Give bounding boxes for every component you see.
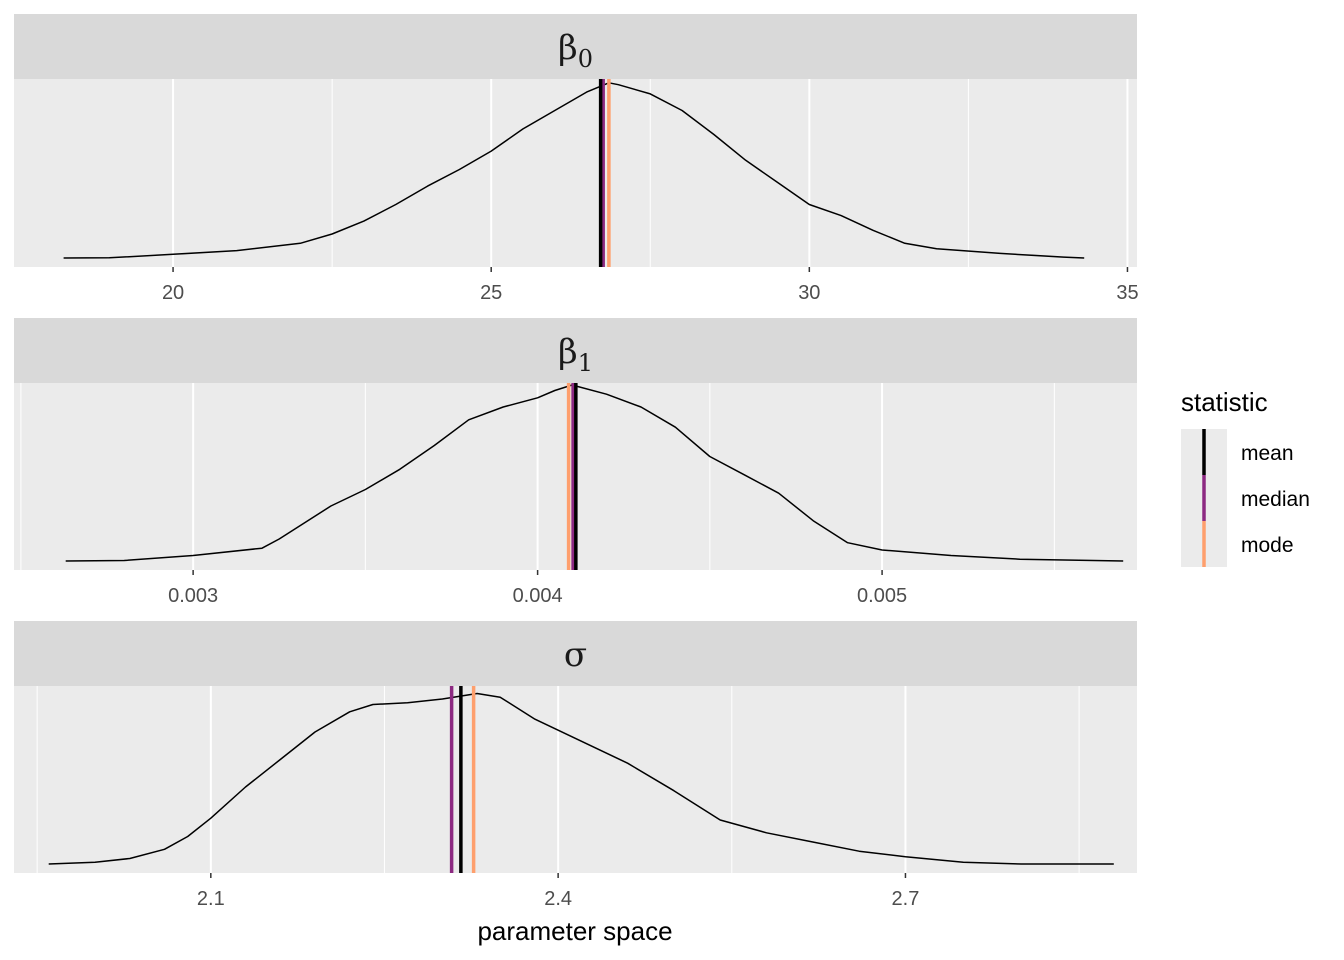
facet-panel-0: β0 20 25 30 35 [14,14,1139,304]
x-tick-label: 20 [162,282,184,304]
facet-strip-label: σ [564,635,587,675]
facet-panels: β0 20 25 30 35 β1 0.003 0.004 0.005 σ 2.1 2.4 2.7 [14,14,1139,910]
x-tick-label: 0.005 [857,585,907,607]
x-tick-label: 0.003 [168,585,218,607]
x-tick-label: 2.4 [544,888,572,910]
panel-background [14,79,1137,267]
legend-label: median [1241,488,1310,511]
facet-panel-1: β1 0.003 0.004 0.005 [14,318,1137,607]
legend-item-mode: mode [1181,521,1294,567]
facet-strip-label: β0 [558,28,593,73]
facet-panel-2: σ 2.1 2.4 2.7 [14,621,1137,910]
facet-strip [14,14,1137,79]
panel-background [14,686,1137,873]
legend-label: mode [1241,534,1294,557]
facet-strip-label: β1 [558,332,593,377]
legend-keys: mean median mode [1181,429,1310,567]
legend-title: statistic [1181,387,1268,417]
density-curve [65,384,1124,562]
legend-label: mean [1241,442,1294,465]
x-axis-title: parameter space [477,916,672,946]
density-curve [48,692,1114,865]
x-tick-label: 25 [480,282,502,304]
legend: statistic mean median mode [1181,387,1310,567]
legend-item-mean: mean [1181,429,1294,475]
x-tick-label: 0.004 [513,585,563,607]
x-tick-label: 30 [798,282,820,304]
facet-strip [14,621,1137,686]
legend-item-median: median [1181,475,1310,521]
x-tick-label: 2.7 [892,888,920,910]
x-tick-label: 35 [1116,282,1138,304]
x-tick-label: 2.1 [197,888,225,910]
facet-strip [14,318,1137,383]
